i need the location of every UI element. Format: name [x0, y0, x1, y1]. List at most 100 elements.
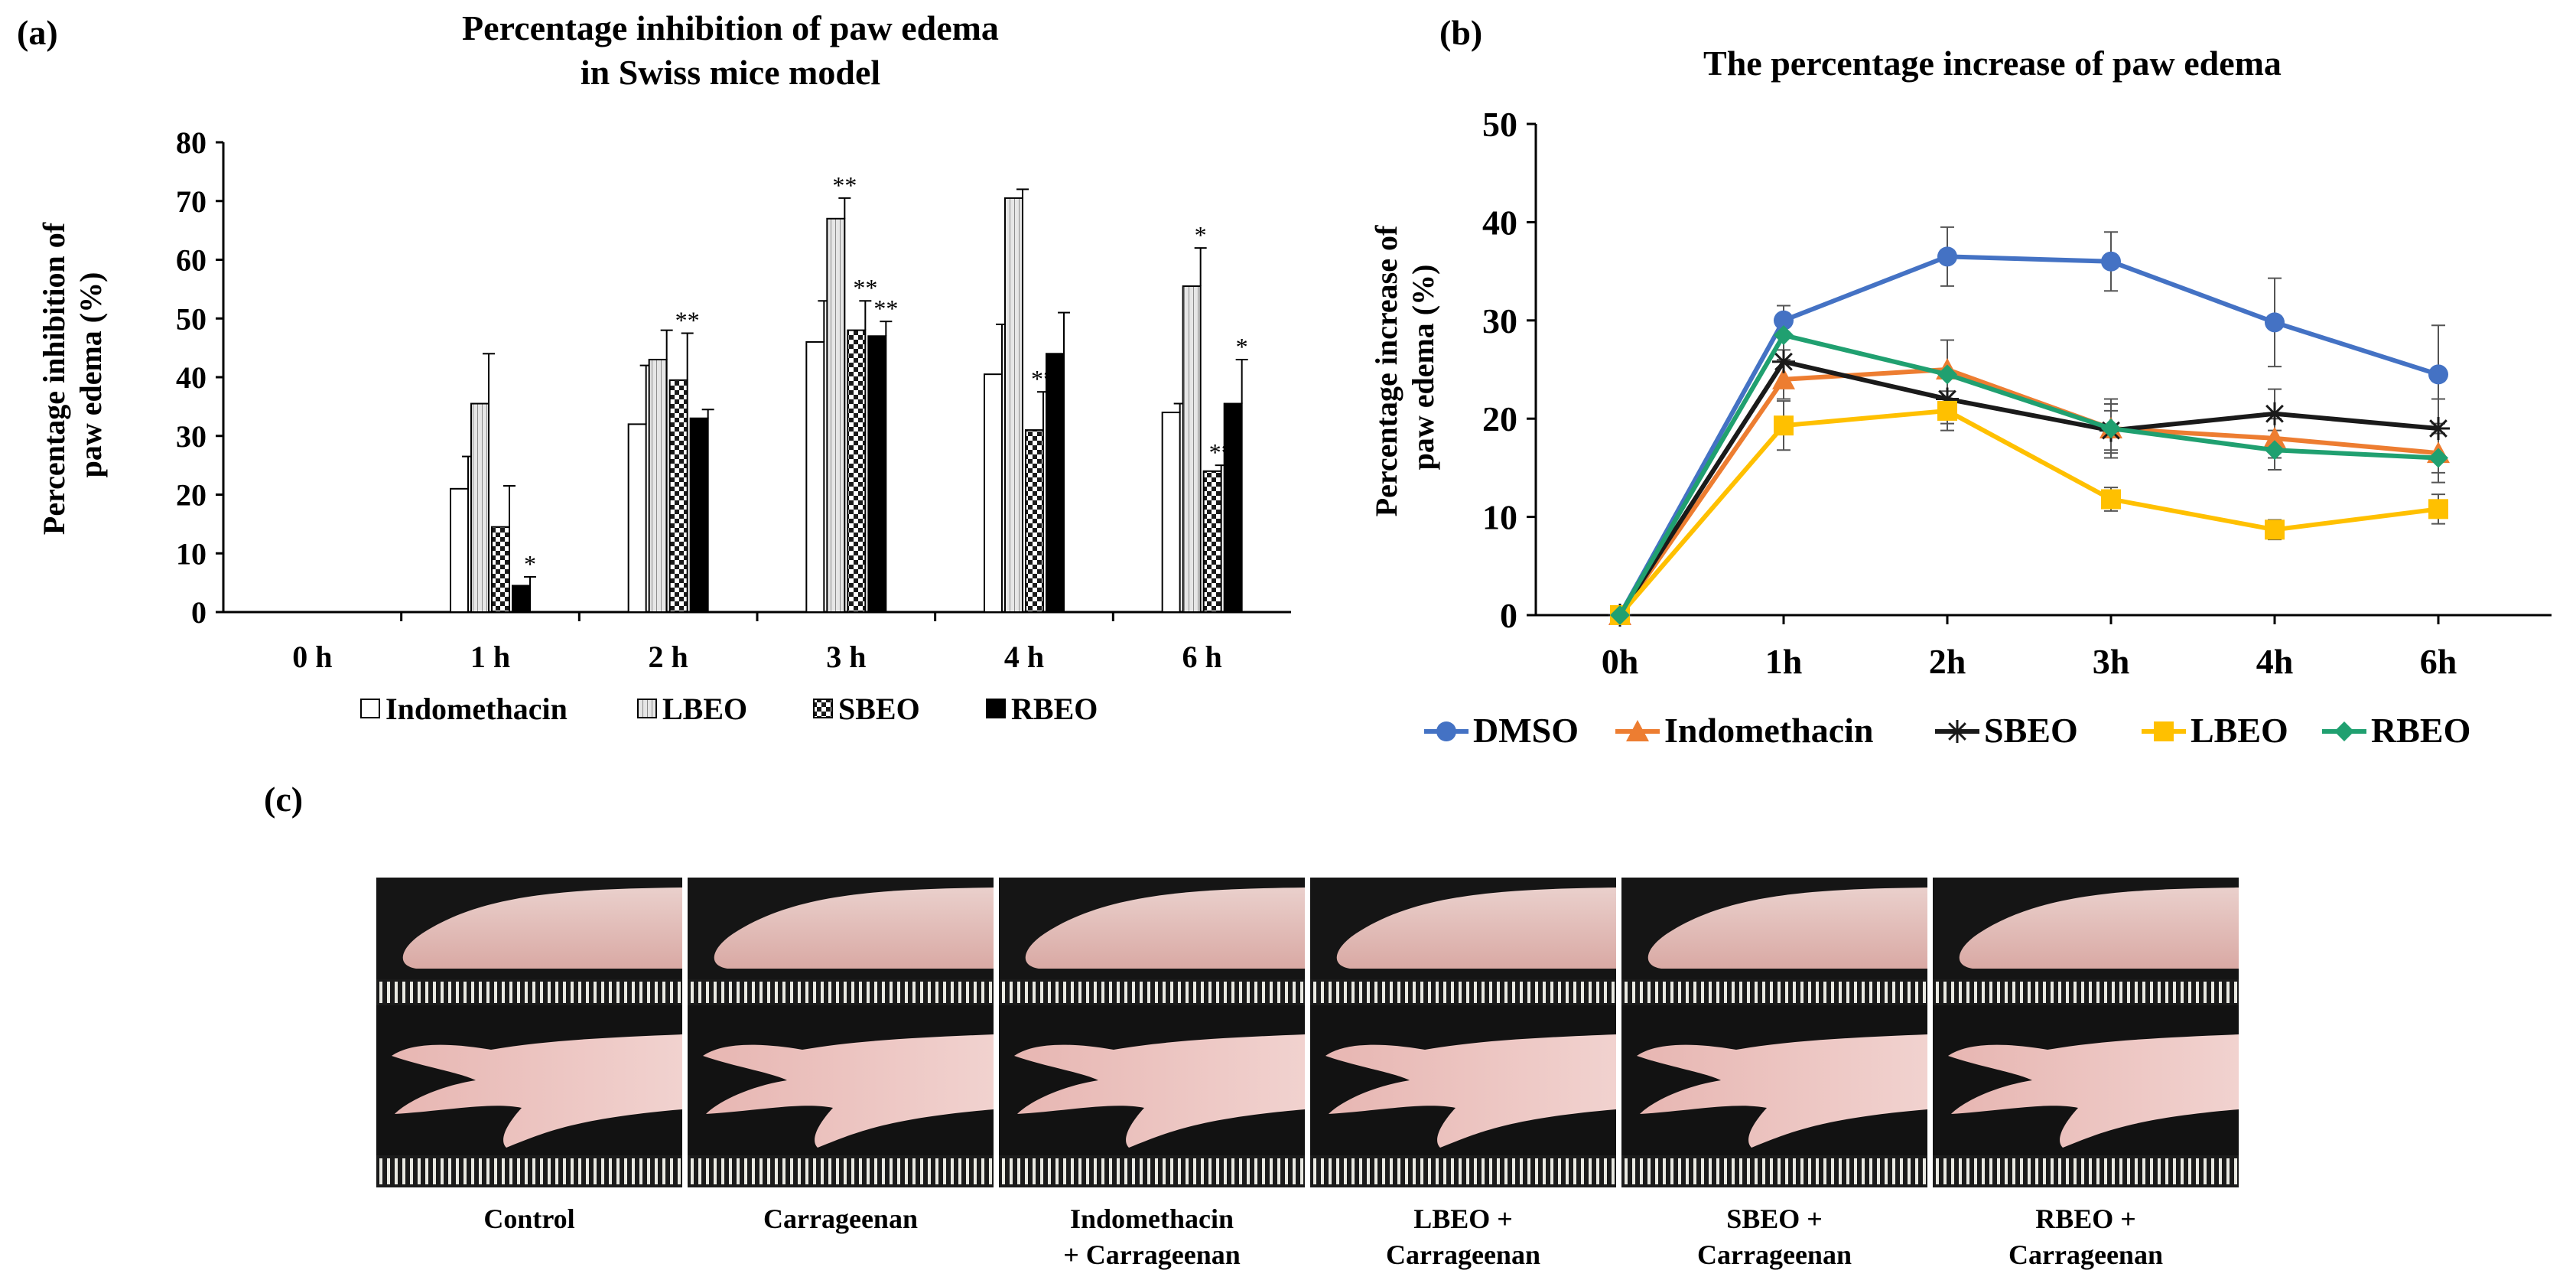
bar-indomethacin — [450, 487, 469, 614]
photo-column: Control — [376, 878, 682, 1234]
photo-column: LBEO + Carrageenan — [1310, 878, 1616, 1270]
legend-label-lbeo: LBEO — [662, 692, 747, 726]
series-line-dmso — [1618, 254, 2439, 617]
paw-dorsal-image — [714, 888, 994, 969]
photo-caption-line1: LBEO + — [1413, 1203, 1513, 1234]
chart-b-xtick-label: 2h — [1929, 642, 1966, 681]
bar-indomethacin — [984, 373, 1003, 613]
chart-a-title: Percentage inhibition of paw edema — [462, 8, 999, 47]
chart-a-xtick-label: 6 h — [1182, 640, 1222, 674]
photo-caption-line2: Carrageenan — [1697, 1239, 1852, 1270]
bar-indomethacin — [1161, 412, 1181, 613]
chart-a-xtick-label: 0 h — [292, 640, 332, 674]
legend-label-rbeo: RBEO — [1011, 692, 1098, 726]
legend-marker-indomethacin — [1626, 720, 1649, 741]
photo-column: SBEO + Carrageenan — [1621, 878, 1927, 1270]
point-lbeo — [1774, 415, 1794, 436]
legend-marker-rbeo — [2334, 721, 2354, 741]
bar-rbeo — [867, 335, 887, 613]
point-lbeo — [2428, 499, 2448, 519]
chart-a-xtick-label: 2 h — [649, 640, 688, 674]
legend-label-rbeo: RBEO — [2371, 711, 2470, 750]
chart-b-xtick-label: 1h — [1765, 642, 1803, 681]
point-dmso — [2428, 364, 2448, 385]
chart-a-ytick-label: 50 — [176, 301, 207, 336]
series-line-indomethacin — [1618, 367, 2439, 617]
significance-mark: * — [1195, 221, 1207, 249]
chart-a-ytick-label: 40 — [176, 360, 207, 395]
chart-a-xtick-label: 4 h — [1004, 640, 1044, 674]
legend-marker-sbeo — [1946, 720, 1969, 743]
paw-plantar-image — [1325, 1034, 1616, 1148]
chart-b-ytick-label: 40 — [1482, 203, 1517, 242]
point-rbeo — [1774, 325, 1794, 346]
photo-caption-line1: RBEO + — [2035, 1203, 2136, 1234]
legend-marker-lbeo — [2154, 721, 2174, 741]
ruler-bottom — [688, 1155, 994, 1187]
chart-b-xtick-label: 3h — [2093, 642, 2130, 681]
ruler-top — [999, 979, 1305, 1005]
chart-a-ytick-label: 0 — [191, 595, 207, 630]
significance-mark: ** — [873, 295, 898, 322]
bar-lbeo — [1182, 285, 1202, 613]
chart-b-ytick-label: 0 — [1500, 596, 1517, 635]
chart-a-ytick-label: 30 — [176, 419, 207, 454]
chart-a-ytick-label: 70 — [176, 184, 207, 219]
point-indomethacin — [1772, 367, 1795, 389]
ruler-bottom — [376, 1155, 682, 1187]
photo-caption-line2: + Carrageenan — [1063, 1239, 1240, 1270]
ruler-bottom — [1310, 1155, 1616, 1187]
bar-sbeo — [668, 379, 688, 613]
chart-b-title: The percentage increase of paw edema — [1703, 44, 2282, 83]
point-dmso — [2265, 312, 2285, 333]
paw-dorsal-image — [1959, 888, 2239, 969]
ruler-top — [1621, 979, 1927, 1005]
legend-label-indomethacin: Indomethacin — [385, 692, 568, 726]
paw-plantar-image — [1014, 1034, 1305, 1148]
bar-lbeo — [826, 217, 846, 613]
point-rbeo — [1610, 605, 1630, 625]
legend-swatch-indomethacin — [360, 699, 380, 718]
bar-indomethacin — [627, 423, 647, 614]
paw-dorsal-image — [1025, 888, 1305, 969]
legend-marker-dmso — [1436, 721, 1456, 741]
paw-dorsal-image — [1336, 888, 1616, 969]
paw-photo-grid: Control Carrageenan Indomethacin + Carragee… — [376, 878, 2239, 1270]
paw-plantar-image — [703, 1034, 994, 1148]
paw-plantar-image — [1637, 1034, 1927, 1148]
point-rbeo — [2265, 440, 2285, 461]
chart-a-subtitle: in Swiss mice model — [581, 53, 880, 92]
bar-rbeo — [1046, 353, 1065, 613]
legend-swatch-rbeo — [986, 699, 1006, 718]
chart-b-xtick-label: 0h — [1602, 642, 1639, 681]
ruler-top — [1933, 979, 2239, 1005]
point-dmso — [2101, 251, 2121, 272]
chart-a-ytick-label: 80 — [176, 125, 207, 160]
significance-mark: ** — [832, 171, 857, 199]
photo-caption-line2: Carrageenan — [1386, 1239, 1540, 1270]
chart-b-xtick-label: 6h — [2420, 642, 2457, 681]
legend-label-indomethacin: Indomethacin — [1664, 711, 1873, 750]
photo-column: Carrageenan — [688, 878, 994, 1234]
photo-caption-line1: Indomethacin — [1070, 1203, 1234, 1234]
significance-mark: * — [524, 550, 536, 578]
paw-plantar-image — [1948, 1034, 2239, 1148]
bar-sbeo — [847, 329, 867, 613]
legend-label-dmso: DMSO — [1473, 711, 1579, 750]
bar-rbeo — [1223, 402, 1243, 613]
ruler-bottom — [999, 1155, 1305, 1187]
bar-lbeo — [1004, 197, 1023, 614]
ruler-bottom — [1933, 1155, 2239, 1187]
chart-b-ylabel-line2: paw edema (%) — [1406, 265, 1440, 471]
legend-swatch-sbeo — [813, 699, 833, 718]
legend-label-sbeo: SBEO — [1984, 711, 2078, 750]
legend-swatch-lbeo — [637, 699, 657, 718]
photo-column: Indomethacin + Carrageenan — [999, 878, 1305, 1270]
point-rbeo — [2428, 448, 2448, 468]
paw-dorsal-image — [1647, 888, 1927, 969]
point-indomethacin — [2263, 426, 2286, 448]
ruler-top — [1310, 979, 1616, 1005]
chart-a-xtick-label: 3 h — [826, 640, 866, 674]
